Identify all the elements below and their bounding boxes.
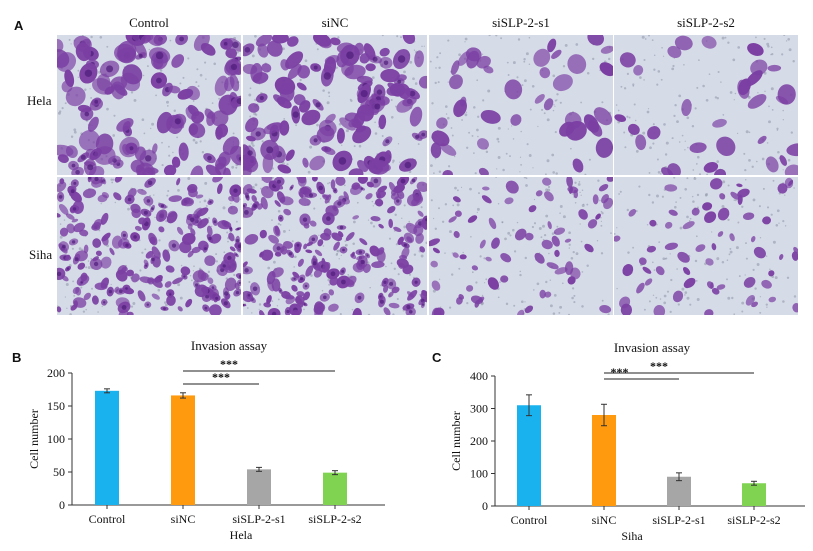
bar-control (95, 390, 119, 505)
y-axis-label: Cell number (449, 411, 463, 471)
micrograph-canvas (614, 35, 798, 175)
bar-sislp-2-s2 (742, 483, 766, 506)
y-tick-label: 0 (59, 498, 65, 512)
column-label-sinc: siNC (321, 15, 349, 30)
x-tick-label: siSLP-2-s1 (652, 513, 705, 527)
y-tick-label: 0 (482, 499, 488, 513)
chart-hela-svg: Invasion assay 0 50 100 150 200 Cell number Con… (27, 338, 385, 542)
bar-sinc (171, 395, 195, 505)
y-tick-label: 400 (470, 369, 488, 383)
significance-stars: *** (220, 357, 238, 371)
row-label-hela: Hela (27, 93, 52, 108)
bar-sislp-2-s1 (247, 469, 271, 505)
micrograph-canvas (429, 35, 613, 175)
column-label-control: Control (129, 15, 169, 30)
chart-siha-svg: Invasion assay 0 100 200 300 400 Cell number Co… (449, 340, 805, 543)
bar-control (517, 405, 541, 506)
micrograph-canvas (243, 35, 427, 175)
chart-siha-invasion: Invasion assay 0 100 200 300 400 Cell number Co… (410, 330, 813, 546)
panel-a-letter: A (14, 18, 24, 33)
y-tick-label: 200 (47, 366, 65, 380)
micrograph-siha-control (57, 177, 241, 315)
micrograph-canvas (57, 35, 241, 175)
x-axis-label: Hela (230, 528, 253, 542)
micrograph-canvas (243, 177, 427, 315)
x-axis-label: Siha (621, 529, 643, 543)
column-label-sislp2-s2: siSLP-2-s2 (677, 15, 735, 30)
micrograph-siha-sislp2-s2 (614, 177, 798, 315)
y-tick-label: 50 (53, 465, 65, 479)
micrograph-canvas (57, 177, 241, 315)
bar-sislp-2-s2 (323, 472, 347, 505)
bar-sislp-2-s1 (667, 476, 691, 506)
chart-title: Invasion assay (191, 338, 268, 353)
x-tick-label: siSLP-2-s2 (727, 513, 780, 527)
y-tick-label: 100 (470, 467, 488, 481)
y-tick-label: 200 (470, 434, 488, 448)
y-tick-label: 100 (47, 432, 65, 446)
micrograph-canvas (614, 177, 798, 315)
micrograph-siha-sinc (243, 177, 427, 315)
micrograph-hela-sislp2-s1 (429, 35, 613, 175)
micrograph-hela-sislp2-s2 (614, 35, 798, 175)
significance-stars: *** (212, 370, 230, 384)
significance-stars: *** (611, 365, 629, 379)
chart-hela-invasion: Invasion assay 0 50 100 150 200 Cell number Con… (0, 330, 410, 546)
micrograph-canvas (429, 177, 613, 315)
x-tick-label: siNC (171, 512, 196, 526)
x-tick-label: Control (511, 513, 548, 527)
x-tick-label: Control (89, 512, 126, 526)
column-label-sislp2-s1: siSLP-2-s1 (492, 15, 550, 30)
y-axis-label: Cell number (27, 409, 41, 469)
y-tick-label: 300 (470, 402, 488, 416)
bar-sinc (592, 415, 616, 506)
x-tick-label: siNC (592, 513, 617, 527)
micrograph-hela-sinc (243, 35, 427, 175)
row-label-siha: Siha (29, 247, 53, 262)
significance-stars: *** (650, 359, 668, 373)
micrograph-siha-sislp2-s1 (429, 177, 613, 315)
panel-c-letter: C (432, 350, 442, 365)
y-tick-label: 150 (47, 399, 65, 413)
x-tick-label: siSLP-2-s1 (232, 512, 285, 526)
micrograph-hela-control (57, 35, 241, 175)
chart-title: Invasion assay (614, 340, 691, 355)
x-tick-label: siSLP-2-s2 (308, 512, 361, 526)
panel-b-letter: B (12, 350, 22, 365)
